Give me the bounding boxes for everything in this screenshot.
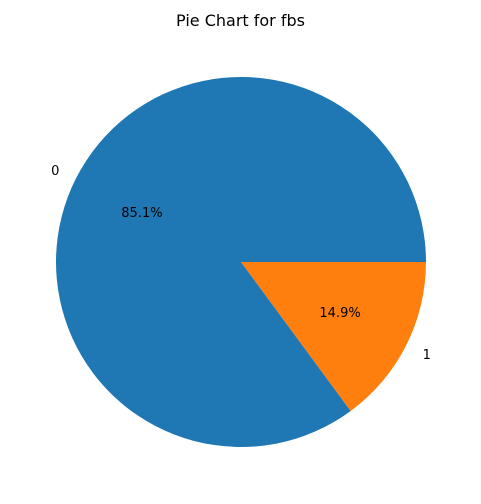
pie-slice-0 (56, 77, 427, 448)
chart-title: Pie Chart for fbs (176, 11, 305, 30)
pie-slice-1 (241, 262, 426, 411)
pie-labels: 0 85.1% 1 14.9% (51, 164, 431, 363)
pie-slices (56, 77, 427, 448)
percent-label-0: 85.1% (121, 206, 162, 221)
percent-label-1: 14.9% (319, 306, 360, 321)
slice-label-1: 1 (423, 348, 431, 363)
slice-label-0: 0 (51, 164, 59, 179)
